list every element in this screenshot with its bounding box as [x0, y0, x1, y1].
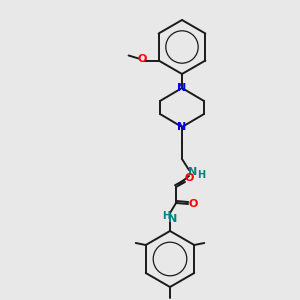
Text: O: O [138, 53, 147, 64]
Text: H: H [197, 170, 205, 180]
Text: N: N [177, 122, 187, 132]
Text: N: N [188, 167, 198, 177]
Text: N: N [177, 83, 187, 93]
Text: O: O [184, 173, 194, 183]
Text: H: H [162, 211, 170, 221]
Text: N: N [168, 214, 178, 224]
Text: O: O [188, 199, 198, 209]
